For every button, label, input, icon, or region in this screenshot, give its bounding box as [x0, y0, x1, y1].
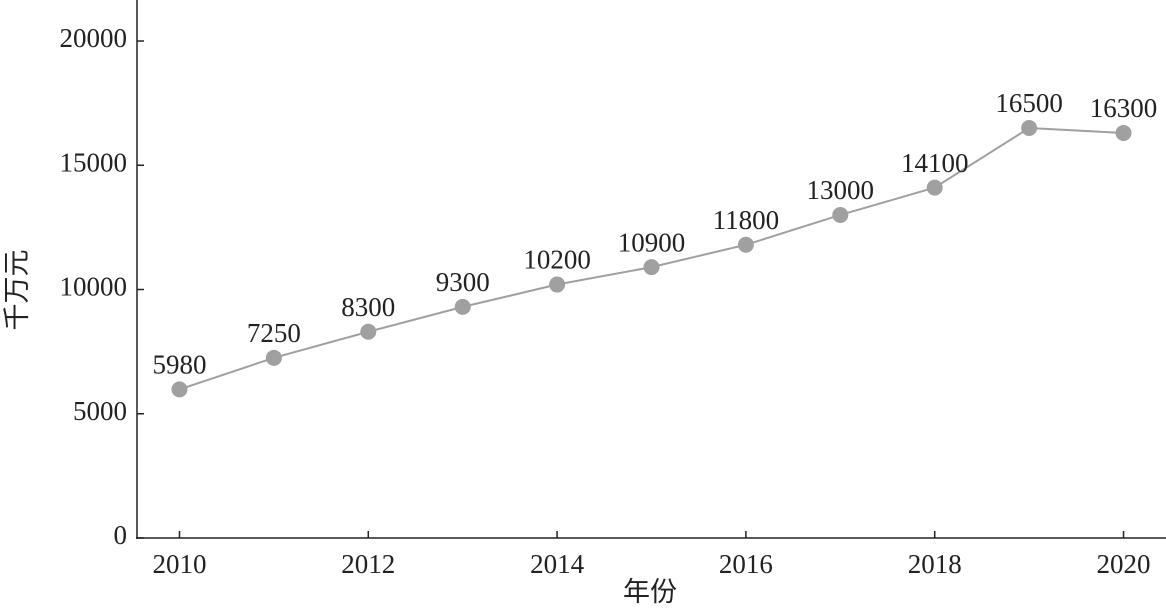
data-point — [454, 298, 471, 315]
data-line — [179, 126, 1124, 391]
y-tick-label: 15000 — [60, 147, 128, 177]
data-label: 11800 — [713, 205, 780, 235]
data-label: 7250 — [247, 318, 301, 348]
data-label: 16300 — [1090, 93, 1158, 123]
data-point — [832, 206, 849, 223]
x-tick-label: 2020 — [1097, 549, 1151, 579]
x-axis-label: 年份 — [623, 577, 677, 607]
data-point — [1115, 124, 1132, 141]
data-label: 10900 — [618, 227, 686, 257]
data-point — [926, 179, 943, 196]
data-label: 13000 — [807, 175, 875, 205]
data-point — [171, 381, 188, 398]
data-label: 8300 — [341, 292, 395, 322]
data-label: 10200 — [523, 245, 591, 275]
data-point — [549, 276, 566, 293]
x-tick-label: 2018 — [908, 549, 962, 579]
y-tick-label: 20000 — [60, 23, 128, 53]
data-label: 9300 — [436, 267, 490, 297]
x-tick-label: 2014 — [530, 549, 585, 579]
x-tick-label: 2012 — [341, 549, 395, 579]
y-axis-label: 千万元 — [2, 250, 32, 331]
data-point — [643, 259, 660, 276]
data-point — [1021, 119, 1038, 136]
data-point — [265, 349, 282, 366]
y-tick-label: 0 — [114, 520, 128, 550]
x-tick-label: 2010 — [152, 549, 206, 579]
data-point — [737, 236, 754, 253]
y-tick-label: 10000 — [60, 272, 128, 302]
data-point — [360, 323, 377, 340]
y-tick-label: 5000 — [73, 396, 127, 426]
data-label: 5980 — [152, 350, 206, 380]
x-tick-label: 2016 — [719, 549, 773, 579]
data-label: 14100 — [901, 148, 969, 178]
data-label: 16500 — [995, 88, 1063, 118]
